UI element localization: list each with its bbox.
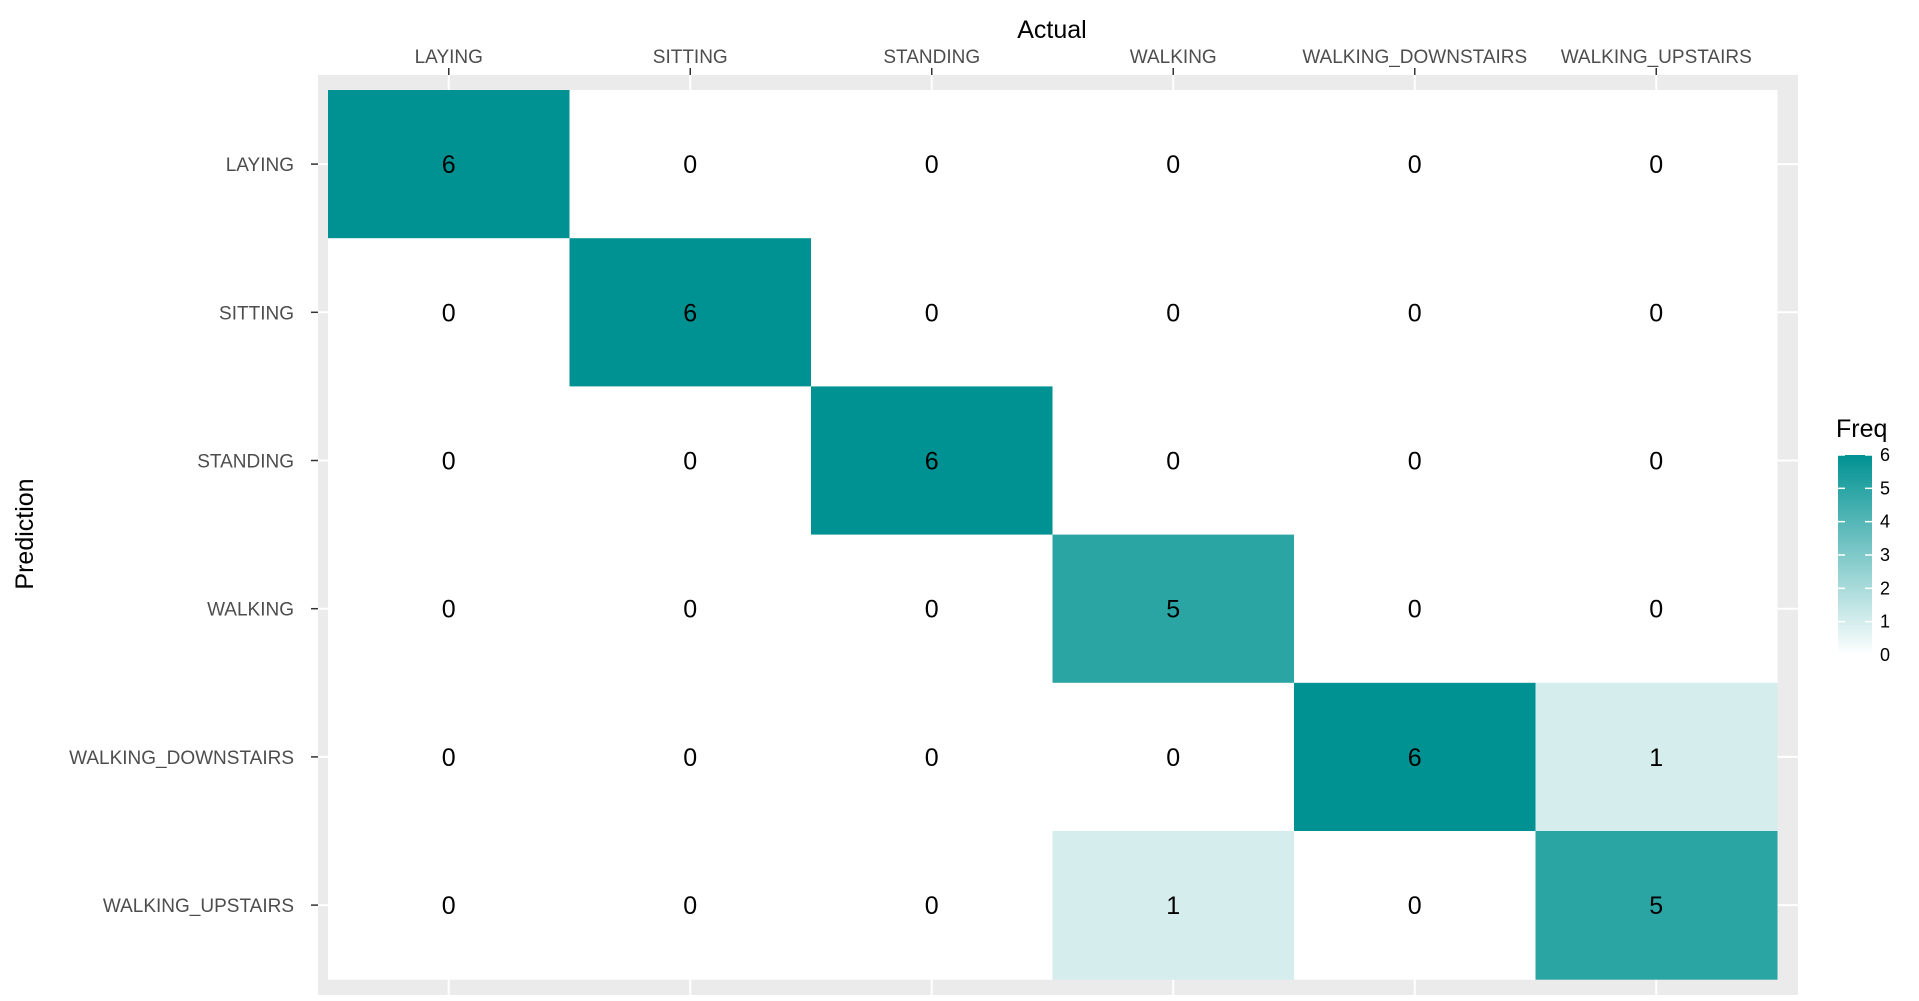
heatmap-cell [328,386,570,536]
heatmap-cell [328,534,570,684]
cell-value-label: 0 [1408,596,1422,624]
heatmap-cell [811,682,1053,832]
cell-value-label: 5 [1649,892,1663,920]
heatmap-cell [569,90,812,239]
legend-tick-label: 6 [1880,445,1890,465]
heatmap-cell [1052,831,1295,980]
heatmap-cell [1535,831,1778,980]
heatmap-cell [811,90,1053,239]
cell-value-label: 0 [442,448,456,476]
cell-value-label: 0 [683,596,697,624]
x-tick-label: WALKING_UPSTAIRS [1561,47,1752,68]
cell-value-label: 0 [1408,299,1422,327]
legend-title: Freq [1836,415,1887,443]
heatmap-cell [1294,238,1536,387]
cell-value-label: 0 [683,448,697,476]
heatmap-cell [1294,386,1536,536]
heatmap-cell [328,682,570,832]
y-tick-label: SITTING [219,303,294,324]
cell-value-label: 0 [1649,596,1663,624]
x-tick-label: WALKING_DOWNSTAIRS [1302,47,1527,68]
cell-value-label: 0 [925,299,939,327]
heatmap-cell [569,831,812,980]
legend-tick-label: 0 [1880,645,1890,665]
cell-value-label: 0 [1166,151,1180,179]
legend-tick-label: 1 [1880,612,1890,632]
heatmap-cell [328,238,570,387]
heatmap-cell [569,238,812,387]
heatmap-cell [1052,534,1295,684]
cell-value-label: 0 [442,299,456,327]
cell-value-label: 0 [1166,744,1180,772]
cell-value-label: 0 [1408,151,1422,179]
cell-value-label: 5 [1166,596,1180,624]
x-axis-title: Actual [1017,16,1086,44]
heatmap-cell [328,90,570,239]
legend-tick-label: 3 [1880,545,1890,565]
cell-value-label: 0 [1408,892,1422,920]
legend-tick-label: 5 [1880,478,1890,498]
heatmap-cell [811,386,1053,536]
cell-value-label: 0 [1408,448,1422,476]
cell-value-label: 6 [442,151,456,179]
heatmap-cell [1052,90,1295,239]
cell-value-label: 0 [683,151,697,179]
heatmap-cell [569,534,812,684]
cell-value-label: 0 [925,892,939,920]
y-tick-label: WALKING [207,600,294,621]
heatmap-cell [1535,386,1778,536]
heatmap-cell [569,386,812,536]
x-tick-label: STANDING [883,47,980,68]
cell-value-label: 0 [925,151,939,179]
heatmap-cell [1294,831,1536,980]
y-tick-label: WALKING_UPSTAIRS [103,896,294,917]
heatmap-cell [811,534,1053,684]
cell-value-label: 0 [1649,299,1663,327]
cell-value-label: 1 [1166,892,1180,920]
heatmap-cell [1294,90,1536,239]
heatmap-cell [811,238,1053,387]
heatmap-cell [1052,386,1295,536]
cell-value-label: 0 [442,596,456,624]
cell-value-label: 0 [1649,448,1663,476]
cell-value-label: 0 [1649,151,1663,179]
cell-value-label: 0 [442,744,456,772]
cell-value-label: 0 [683,892,697,920]
legend-tick-label: 4 [1880,512,1890,532]
cell-value-label: 6 [925,448,939,476]
y-tick-label: STANDING [197,452,294,473]
x-tick-label: SITTING [653,47,728,68]
heatmap-cell [1535,238,1778,387]
heatmap-body: 6 0 0 0 0 0 0 6 0 0 0 0 0 0 6 0 0 0 0 0 0 5 0 0 0 0 0 0 6 1 0 0 0 1 0 5 LAYI… [69,47,1798,995]
cell-value-label: 1 [1649,744,1663,772]
cell-value-label: 6 [1408,744,1422,772]
x-tick-label: LAYING [415,47,483,68]
cell-value-label: 0 [925,744,939,772]
cell-value-label: 0 [1166,448,1180,476]
y-tick-label: WALKING_DOWNSTAIRS [69,748,294,769]
heatmap-cell [1535,534,1778,684]
cell-value-label: 0 [683,744,697,772]
cell-value-label: 6 [683,299,697,327]
y-tick-label: LAYING [226,155,294,176]
heatmap-cell [1535,682,1778,832]
heatmap-cell [1052,682,1295,832]
heatmap-cell [569,682,812,832]
cell-value-label: 0 [925,596,939,624]
heatmap-cell [1294,534,1536,684]
x-tick-label: WALKING [1130,47,1217,68]
heatmap-cell [1052,238,1295,387]
y-axis-title: Prediction [11,478,39,589]
heatmap-cell [811,831,1053,980]
heatmap-cell [328,831,570,980]
cell-value-label: 0 [442,892,456,920]
legend: 0 1 2 3 4 5 6 [1838,445,1890,665]
cell-value-label: 0 [1166,299,1180,327]
legend-tick-label: 2 [1880,578,1890,598]
heatmap-cell [1294,682,1536,832]
heatmap-cell [1535,90,1778,239]
